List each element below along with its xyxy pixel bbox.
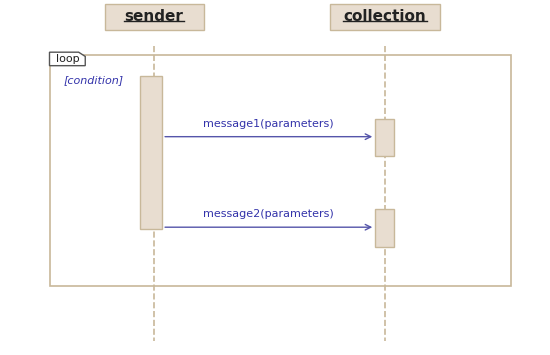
FancyBboxPatch shape	[140, 76, 162, 229]
FancyBboxPatch shape	[375, 209, 394, 247]
Text: collection: collection	[344, 9, 426, 24]
Text: [condition]: [condition]	[63, 75, 123, 85]
Text: sender: sender	[124, 9, 184, 24]
FancyBboxPatch shape	[375, 119, 394, 156]
Text: message1(parameters): message1(parameters)	[204, 119, 334, 129]
FancyBboxPatch shape	[104, 4, 204, 30]
Text: message2(parameters): message2(parameters)	[204, 209, 334, 219]
FancyBboxPatch shape	[330, 4, 440, 30]
Text: loop: loop	[56, 54, 79, 64]
Polygon shape	[50, 52, 85, 66]
